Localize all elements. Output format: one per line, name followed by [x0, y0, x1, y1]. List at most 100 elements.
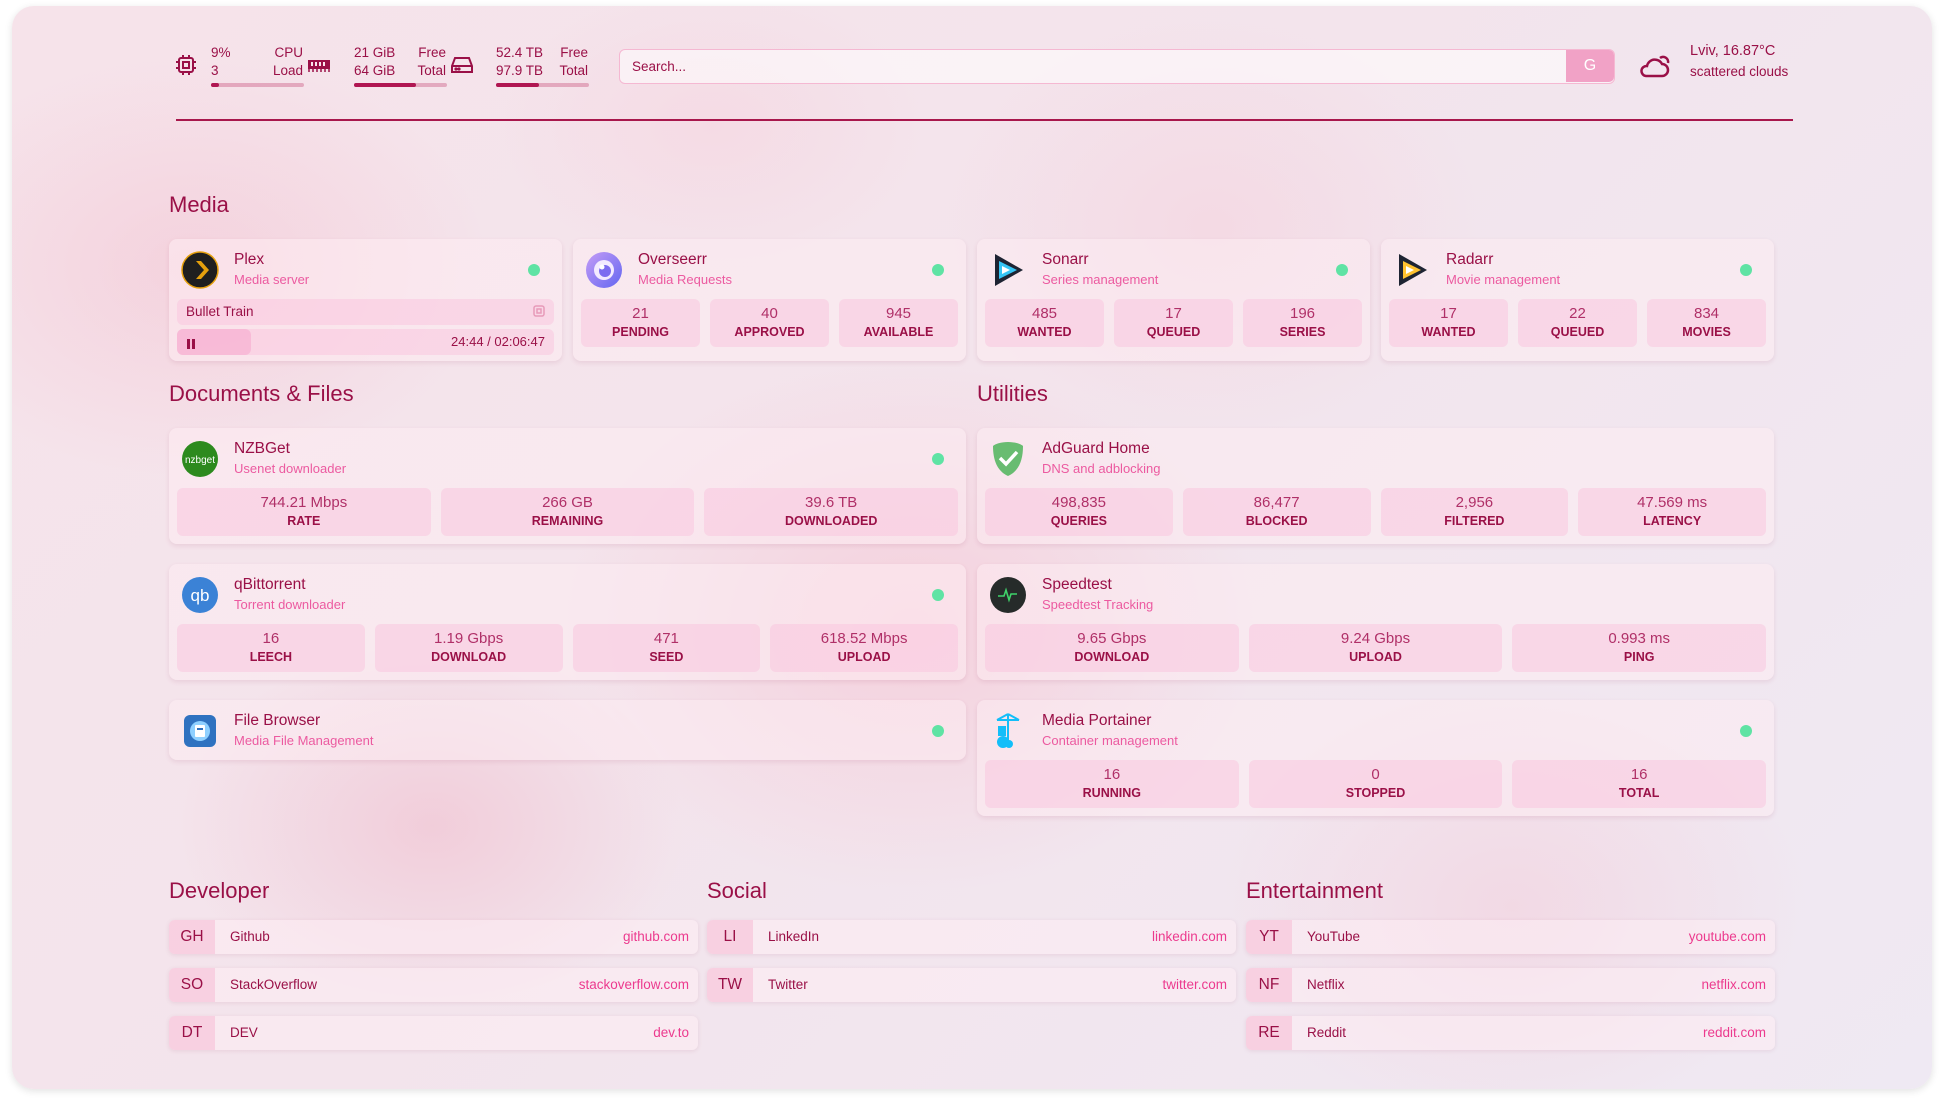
stat-block: 834 MOVIES	[1647, 299, 1766, 347]
service-name: File Browser	[234, 712, 321, 729]
status-indicator	[932, 264, 944, 276]
cpu-usage: 9%	[211, 45, 231, 60]
stat-label: LEECH	[249, 650, 293, 664]
service-stats: 485 WANTED 17 QUEUED 196 SERIES	[985, 299, 1362, 347]
disk-bar-fill	[496, 83, 539, 87]
playback-progress[interactable]: 24:44 / 02:06:47	[177, 329, 554, 355]
stat-block: 0.993 ms PING	[1512, 624, 1767, 672]
bookmark-reddit[interactable]: RE Reddit reddit.com	[1246, 1016, 1775, 1050]
stat-value: 618.52 Mbps	[820, 630, 908, 647]
status-indicator	[1740, 725, 1752, 737]
service-name: Sonarr	[1042, 251, 1089, 268]
stat-block: 471 SEED	[572, 624, 761, 672]
total-label: Total	[559, 63, 588, 78]
service-stats: 16 LEECH 1.19 Gbps DOWNLOAD 471 SEED 618.52 Mb…	[177, 624, 958, 672]
service-stats: 21 PENDING 40 APPROVED 945 AVAILABLE	[581, 299, 958, 347]
stat-value: 834	[1693, 305, 1720, 322]
stat-value: 0	[1371, 766, 1380, 783]
stat-label: PENDING	[612, 325, 669, 339]
stat-value: 39.6 TB	[805, 494, 858, 511]
status-indicator	[932, 589, 944, 601]
service-card-radarr[interactable]: Radarr Movie management 17 WANTED 22 QUEUED 83…	[1381, 239, 1774, 361]
stat-value: 9.24 Gbps	[1340, 630, 1411, 647]
bookmark-abbreviation: TW	[707, 968, 753, 1002]
stat-label: WANTED	[1017, 325, 1072, 339]
status-indicator	[1740, 264, 1752, 276]
stat-value: 485	[1031, 305, 1058, 322]
stat-block: 9.65 Gbps DOWNLOAD	[985, 624, 1239, 672]
status-indicator	[932, 453, 944, 465]
stat-label: MOVIES	[1682, 325, 1731, 339]
bookmark-twitter[interactable]: TW Twitter twitter.com	[707, 968, 1236, 1002]
stat-block: 618.52 Mbps UPLOAD	[770, 624, 958, 672]
memory-bar	[354, 83, 447, 87]
service-description: Torrent downloader	[234, 597, 346, 612]
service-card-nzbget[interactable]: nzbget NZBGet Usenet downloader 744.21 Mbps…	[169, 428, 966, 544]
bookmark-youtube[interactable]: YT YouTube youtube.com	[1246, 920, 1775, 954]
service-card-sonarr[interactable]: Sonarr Series management 485 WANTED 17 QUEUED…	[977, 239, 1370, 361]
stat-label: UPLOAD	[1349, 650, 1402, 664]
bookmark-abbreviation: LI	[707, 920, 753, 954]
bookmark-github[interactable]: GH Github github.com	[169, 920, 698, 954]
service-stats: 9.65 Gbps DOWNLOAD 9.24 Gbps UPLOAD 0.993 ms…	[985, 624, 1767, 672]
bookmark-abbreviation: YT	[1246, 920, 1292, 954]
service-stats: 17 WANTED 22 QUEUED 834 MOVIES	[1389, 299, 1766, 347]
search-input[interactable]	[620, 50, 1570, 82]
service-stats: 744.21 Mbps RATE 266 GB REMAINING 39.6 TB DOW…	[177, 488, 959, 536]
sonarr-icon	[989, 251, 1027, 289]
service-card-adguard-home[interactable]: AdGuard Home DNS and adblocking 498,835 QUE…	[977, 428, 1774, 544]
service-description: Series management	[1042, 272, 1159, 287]
cpu-widget: 9% CPU 3 Load	[174, 44, 304, 92]
free-label: Free	[560, 45, 588, 60]
stat-value: 17	[1440, 305, 1457, 322]
search-engine-button[interactable]: G	[1566, 50, 1614, 82]
status-indicator	[528, 264, 540, 276]
service-card-file-browser[interactable]: File Browser Media File Management	[169, 700, 966, 760]
status-indicator	[932, 725, 944, 737]
weather-condition: scattered clouds	[1690, 64, 1789, 79]
memory-bar-fill	[354, 83, 417, 87]
service-card-speedtest[interactable]: Speedtest Speedtest Tracking 9.65 Gbps DOWN…	[977, 564, 1774, 680]
svg-text:nzbget: nzbget	[185, 455, 215, 466]
bookmark-linkedin[interactable]: LI LinkedIn linkedin.com	[707, 920, 1236, 954]
stat-block: 17 QUEUED	[1114, 299, 1233, 347]
adguard-icon	[989, 440, 1027, 478]
bookmark-url: netflix.com	[1701, 977, 1766, 992]
bookmark-netflix[interactable]: NF Netflix netflix.com	[1246, 968, 1775, 1002]
header-divider	[176, 119, 1793, 121]
bookmark-dev[interactable]: DT DEV dev.to	[169, 1016, 698, 1050]
total-label: Total	[417, 63, 446, 78]
weather-location-temp: Lviv, 16.87°C	[1690, 43, 1776, 59]
service-name: NZBGet	[234, 440, 290, 457]
service-description: DNS and adblocking	[1042, 461, 1161, 476]
radarr-icon	[1393, 251, 1431, 289]
bookmark-abbreviation: RE	[1246, 1016, 1292, 1050]
nzbget-icon: nzbget	[181, 440, 219, 478]
cpu-bar	[211, 83, 304, 87]
bookmark-name: Netflix	[1307, 977, 1345, 992]
bookmark-url: dev.to	[653, 1025, 689, 1040]
stat-value: 266 GB	[542, 494, 593, 511]
svg-text:qb: qb	[191, 586, 210, 605]
bookmark-name: Twitter	[768, 977, 808, 992]
service-card-plex[interactable]: Plex Media server Bullet Train 24:44 / 02:0…	[169, 239, 562, 361]
stat-label: DOWNLOAD	[431, 650, 507, 664]
pause-icon[interactable]	[186, 337, 196, 352]
stat-value: 16	[1103, 766, 1121, 783]
service-card-qbittorrent[interactable]: qb qBittorrent Torrent downloader 16 LEECH 1.…	[169, 564, 966, 680]
bookmark-abbreviation: DT	[169, 1016, 215, 1050]
stat-label: STOPPED	[1345, 786, 1406, 800]
stat-label: APPROVED	[734, 325, 805, 339]
now-playing-title: Bullet Train	[186, 304, 254, 319]
bookmark-name: LinkedIn	[768, 929, 820, 944]
bookmark-stackoverflow[interactable]: SO StackOverflow stackoverflow.com	[169, 968, 698, 1002]
bookmark-abbreviation: NF	[1246, 968, 1292, 1002]
service-description: Media File Management	[234, 733, 374, 748]
service-description: Media server	[234, 272, 310, 287]
service-name: Media Portainer	[1042, 712, 1152, 729]
cpu-load: 3	[211, 63, 219, 78]
service-card-media-portainer[interactable]: Media Portainer Container management 16 RUN…	[977, 700, 1774, 816]
free-label: Free	[418, 45, 446, 60]
stat-block: 0 STOPPED	[1248, 760, 1503, 808]
service-card-overseerr[interactable]: Overseerr Media Requests 21 PENDING 40 APPROV…	[573, 239, 966, 361]
